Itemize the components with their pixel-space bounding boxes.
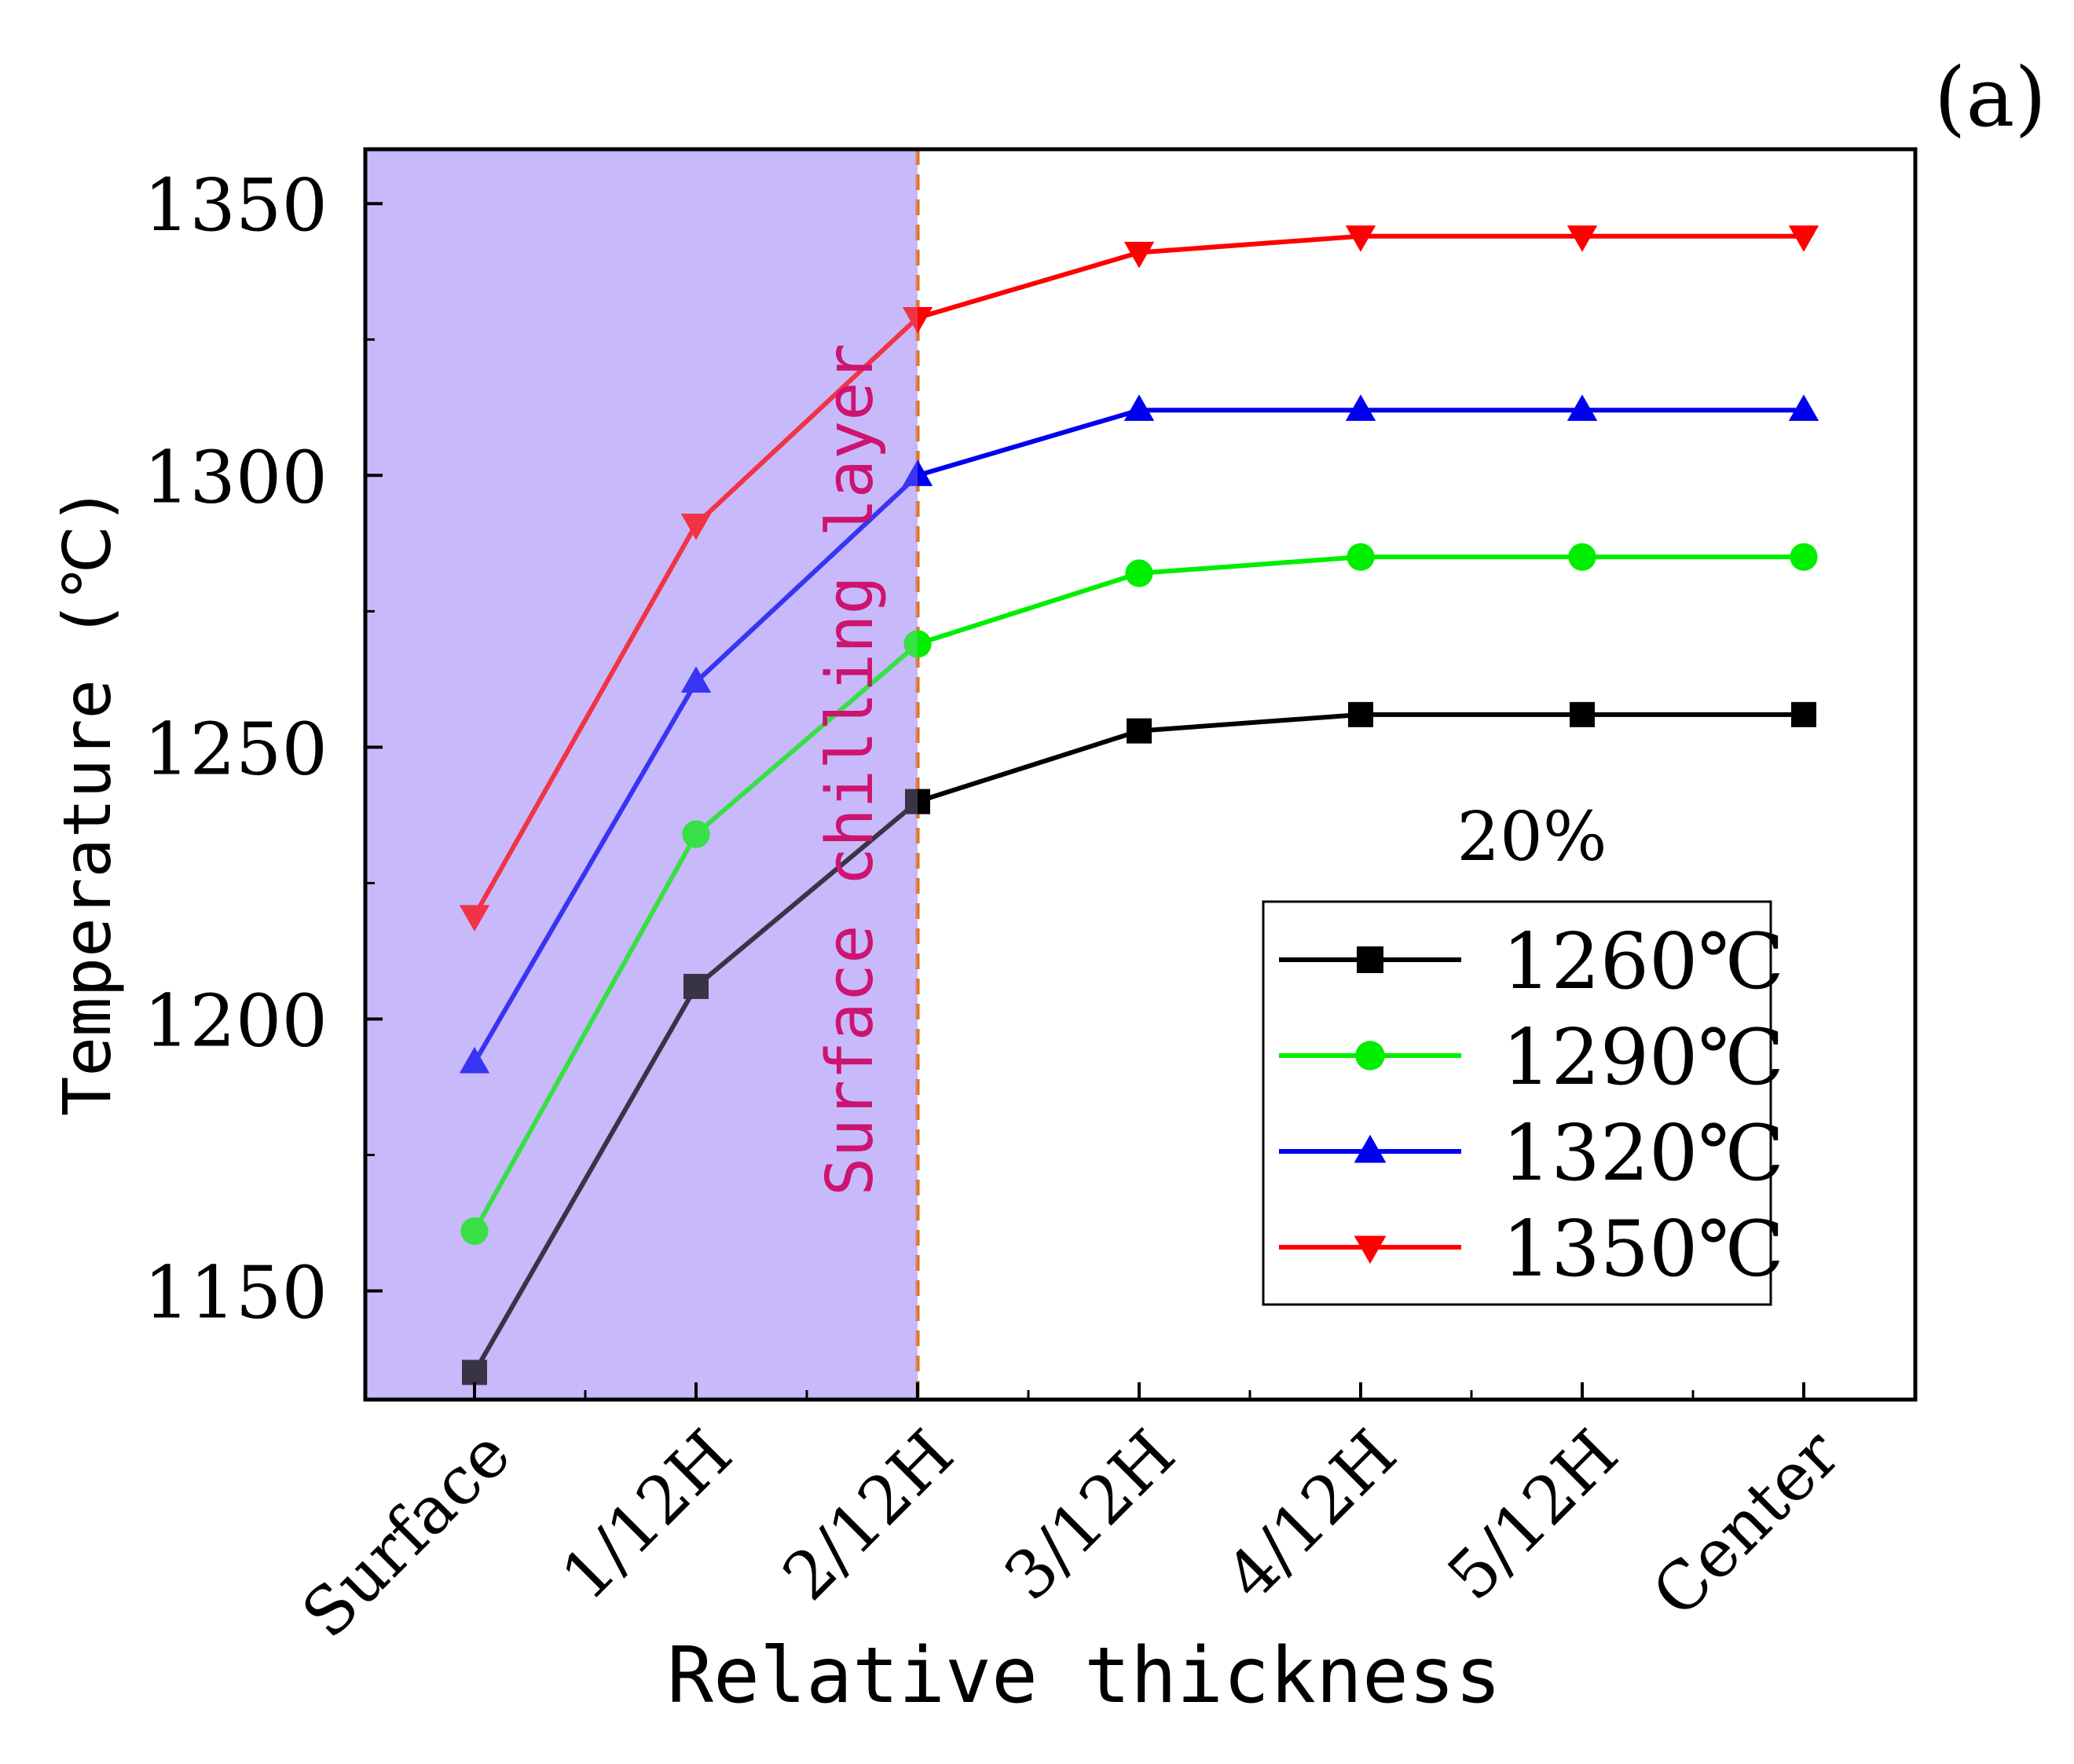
data-point xyxy=(1123,394,1155,421)
x-tick-label: 3/12H xyxy=(990,1415,1189,1615)
data-point xyxy=(1345,394,1376,421)
x-tick-label: Center xyxy=(1638,1414,1855,1631)
data-point xyxy=(1127,718,1152,744)
x-axis-label: Relative thickness xyxy=(667,1631,1501,1721)
legend-label: 1260℃ xyxy=(1502,917,1784,1007)
data-point xyxy=(1348,701,1373,727)
y-tick-label: 1300 xyxy=(144,435,328,519)
y-tick-label: 1350 xyxy=(144,163,328,247)
data-point xyxy=(1566,394,1598,421)
y-tick-label: 1150 xyxy=(144,1251,328,1335)
x-tick-label: 5/12H xyxy=(1433,1415,1632,1615)
legend-marker xyxy=(1355,1041,1385,1070)
data-point xyxy=(905,789,930,814)
panel-label: (a) xyxy=(1934,49,2047,145)
x-tick-label: 2/12H xyxy=(768,1415,968,1615)
series-3 xyxy=(459,394,1819,1074)
legend-label: 1290℃ xyxy=(1502,1013,1784,1103)
data-point xyxy=(459,905,490,931)
series-1 xyxy=(462,701,1816,1385)
data-point xyxy=(1345,225,1376,252)
legend-title: 20% xyxy=(1457,798,1607,877)
data-point xyxy=(1123,241,1155,269)
data-point xyxy=(1347,543,1375,571)
data-point xyxy=(460,1217,489,1246)
legend-label: 1350℃ xyxy=(1502,1205,1784,1294)
legend-label: 1320℃ xyxy=(1502,1109,1784,1199)
data-point xyxy=(462,1360,487,1385)
data-point xyxy=(680,666,712,693)
x-tick-label: 1/12H xyxy=(547,1415,746,1615)
data-point xyxy=(902,459,933,486)
data-point xyxy=(1570,701,1595,727)
data-point xyxy=(459,1046,490,1074)
data-point xyxy=(1790,543,1818,571)
x-tick-label: Surface xyxy=(288,1415,525,1652)
x-ticks: Surface 1/12H 2/12H 3/12H 4/12H 5/12H Center xyxy=(288,1382,1855,1652)
y-tick-label: 1250 xyxy=(144,707,328,791)
chilling-region-overlay xyxy=(365,149,918,1400)
data-point xyxy=(1791,701,1816,727)
data-point xyxy=(1125,559,1153,587)
legend-marker xyxy=(1357,946,1383,973)
series-layer xyxy=(365,149,1819,1400)
data-point xyxy=(1788,225,1819,252)
data-point xyxy=(683,973,709,999)
data-point xyxy=(1568,543,1596,571)
data-point xyxy=(1788,394,1819,421)
y-axis-label: Temperature (℃) xyxy=(49,486,126,1116)
series-4 xyxy=(459,225,1819,931)
y-tick-label: 1200 xyxy=(144,979,328,1063)
legend-box xyxy=(1262,900,1772,1306)
data-point xyxy=(682,820,710,848)
legend-marker xyxy=(1354,1235,1387,1264)
data-point xyxy=(680,514,712,540)
region-label: Surface chilling layer xyxy=(813,343,888,1196)
data-point xyxy=(1566,225,1598,252)
y-ticks: 1150 1200 1250 1300 1350 xyxy=(144,163,383,1335)
x-tick-label: 4/12H xyxy=(1211,1415,1411,1615)
data-point xyxy=(902,306,933,334)
series-2 xyxy=(460,543,1818,1246)
data-point xyxy=(903,630,932,658)
legend-marker xyxy=(1354,1134,1387,1163)
